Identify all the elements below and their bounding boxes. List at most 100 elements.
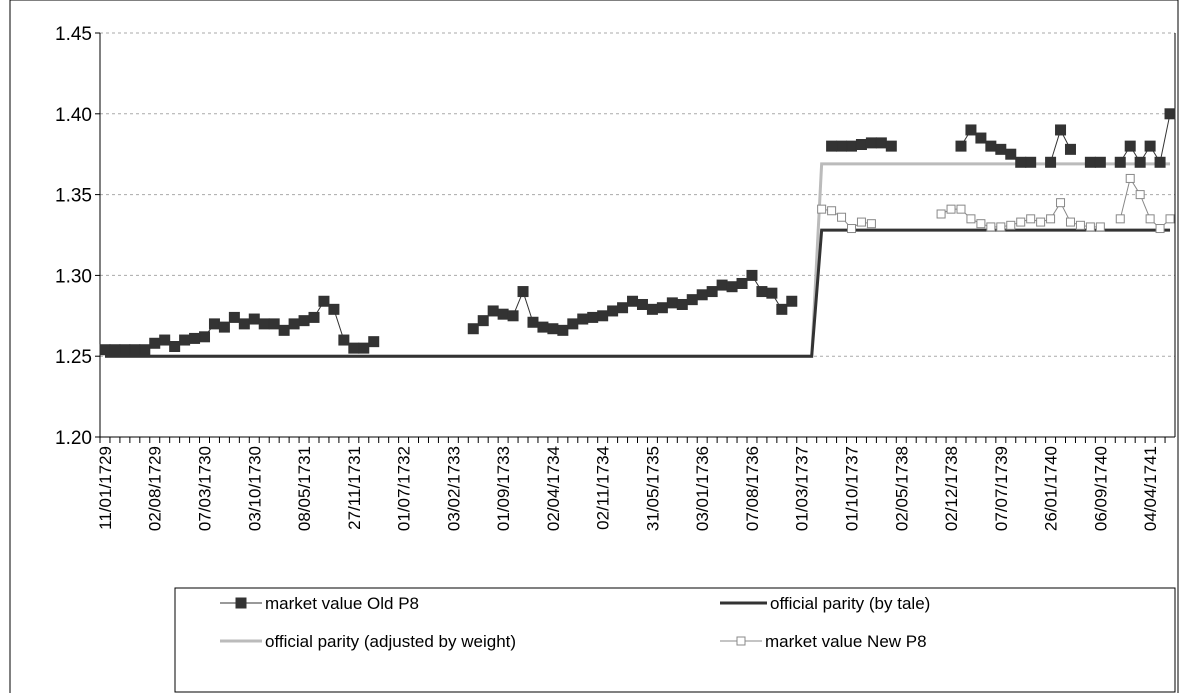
data-marker — [686, 294, 698, 306]
data-marker — [129, 344, 141, 356]
data-marker — [966, 214, 976, 224]
x-tick-label: 27/11/1731 — [345, 446, 364, 530]
data-marker — [1075, 220, 1085, 230]
data-marker — [557, 324, 569, 336]
legend-box — [174, 587, 1176, 693]
data-marker — [1095, 222, 1105, 232]
data-marker — [666, 297, 678, 309]
data-marker — [1045, 156, 1057, 168]
data-marker — [1115, 214, 1125, 224]
x-tick-label: 06/09/1740 — [1091, 446, 1110, 531]
data-marker — [826, 140, 838, 152]
data-marker — [636, 298, 648, 310]
data-marker — [1134, 156, 1146, 168]
legend-marker — [736, 636, 746, 646]
data-marker — [736, 277, 748, 289]
x-tick-label: 02/04/1734 — [544, 446, 563, 531]
data-marker — [1046, 214, 1056, 224]
data-marker — [786, 295, 798, 307]
data-marker — [617, 302, 629, 314]
x-tick-label: 02/11/1734 — [594, 446, 613, 530]
data-marker — [776, 303, 788, 315]
x-tick-label: 31/05/1735 — [643, 446, 662, 531]
legend-label: official parity (adjusted by weight) — [265, 632, 516, 651]
data-marker — [467, 323, 479, 335]
y-tick-label: 1.40 — [55, 105, 92, 126]
data-marker — [855, 139, 867, 151]
data-marker — [139, 344, 151, 356]
data-marker — [976, 219, 986, 229]
x-tick-label: 07/08/1736 — [743, 446, 762, 531]
legend-label: official parity (by tale) — [770, 594, 930, 613]
x-tick-label: 01/07/1732 — [395, 446, 414, 531]
data-marker — [189, 332, 201, 344]
data-marker — [1145, 214, 1155, 224]
y-tick-label: 1.30 — [55, 266, 92, 287]
data-marker — [487, 305, 499, 317]
data-marker — [308, 311, 320, 323]
data-marker — [228, 311, 240, 323]
x-tick-label: 03/01/1736 — [693, 446, 712, 531]
data-marker — [99, 344, 111, 356]
data-marker — [746, 269, 758, 281]
data-marker — [766, 287, 778, 299]
data-marker — [627, 295, 639, 307]
data-marker — [996, 222, 1006, 232]
data-marker — [1124, 140, 1136, 152]
data-marker — [1064, 143, 1076, 155]
data-marker — [716, 279, 728, 291]
data-marker — [567, 318, 579, 330]
data-marker — [1036, 217, 1046, 227]
data-marker — [149, 337, 161, 349]
data-marker — [318, 295, 330, 307]
data-marker — [179, 334, 191, 346]
data-marker — [1026, 214, 1036, 224]
data-marker — [856, 217, 866, 227]
data-marker — [288, 318, 300, 330]
x-tick-label: 02/05/1738 — [892, 446, 911, 531]
data-marker — [218, 321, 230, 333]
data-marker — [646, 303, 658, 315]
data-marker — [1164, 108, 1176, 120]
x-tick-label: 08/05/1731 — [295, 446, 314, 531]
data-marker — [1165, 214, 1175, 224]
data-marker — [328, 303, 340, 315]
data-marker — [527, 316, 539, 328]
data-marker — [159, 334, 171, 346]
x-tick-label: 01/10/1737 — [843, 446, 862, 531]
x-tick-label: 03/02/1733 — [444, 446, 463, 531]
x-tick-label: 07/03/1730 — [196, 446, 215, 531]
data-marker — [836, 140, 848, 152]
x-tick-label: 02/08/1729 — [146, 446, 165, 531]
data-marker — [1084, 156, 1096, 168]
data-marker — [1154, 156, 1166, 168]
y-tick-label: 1.45 — [55, 24, 92, 45]
x-tick-label: 03/10/1730 — [245, 446, 264, 531]
data-marker — [587, 311, 599, 323]
x-tick-label: 04/04/1741 — [1141, 446, 1160, 531]
data-marker — [946, 204, 956, 214]
data-marker — [837, 212, 847, 222]
data-marker — [1056, 198, 1066, 208]
data-marker — [756, 286, 768, 298]
data-marker — [975, 132, 987, 144]
data-marker — [1125, 173, 1135, 183]
y-tick-label: 1.25 — [55, 347, 92, 368]
data-marker — [1055, 124, 1067, 136]
data-marker — [358, 342, 370, 354]
data-marker — [1006, 220, 1016, 230]
data-marker — [706, 286, 718, 298]
data-marker — [338, 334, 350, 346]
data-marker — [537, 321, 549, 333]
data-marker — [847, 224, 857, 234]
data-marker — [268, 318, 280, 330]
data-marker — [866, 219, 876, 229]
data-marker — [169, 341, 181, 353]
legend-label: market value Old P8 — [265, 594, 419, 613]
data-marker — [119, 344, 131, 356]
data-marker — [827, 206, 837, 216]
data-marker — [248, 313, 260, 325]
data-marker — [995, 143, 1007, 155]
data-marker — [607, 305, 619, 317]
